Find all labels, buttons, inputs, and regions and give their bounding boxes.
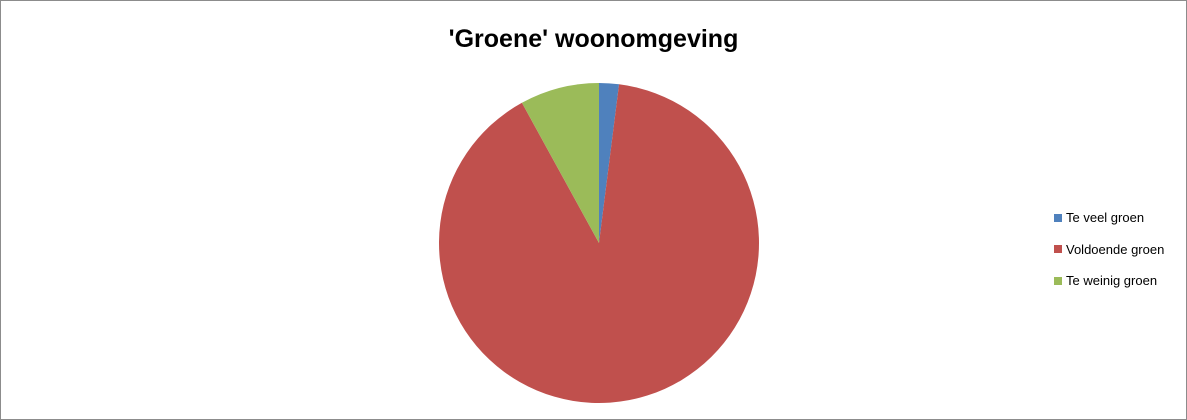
legend-item-te-veel-groen: Te veel groen <box>1054 202 1164 234</box>
legend-label-voldoende-groen: Voldoende groen <box>1066 241 1165 257</box>
pie-slice-te-veel-groen <box>599 83 620 243</box>
legend-label-te-weinig-groen: Te weinig groen <box>1066 273 1158 289</box>
legend-item-voldoende-groen: Voldoende groen <box>1054 234 1164 266</box>
legend-swatch-te-weinig-groen <box>1054 276 1062 285</box>
pie-slice-voldoende-groen <box>439 84 760 404</box>
legend-swatch-voldoende-groen <box>1054 245 1062 254</box>
pie-slice-te-weinig-groen <box>521 83 599 243</box>
legend-swatch-te-veel-groen <box>1054 213 1062 222</box>
legend-item-te-weinig-groen: Te weinig groen <box>1054 265 1164 297</box>
legend: Te veel groen Voldoende groen Te weinig … <box>1054 202 1164 297</box>
chart-title: 'Groene' woonomgeving <box>448 25 739 53</box>
legend-label-te-veel-groen: Te veel groen <box>1066 210 1145 226</box>
